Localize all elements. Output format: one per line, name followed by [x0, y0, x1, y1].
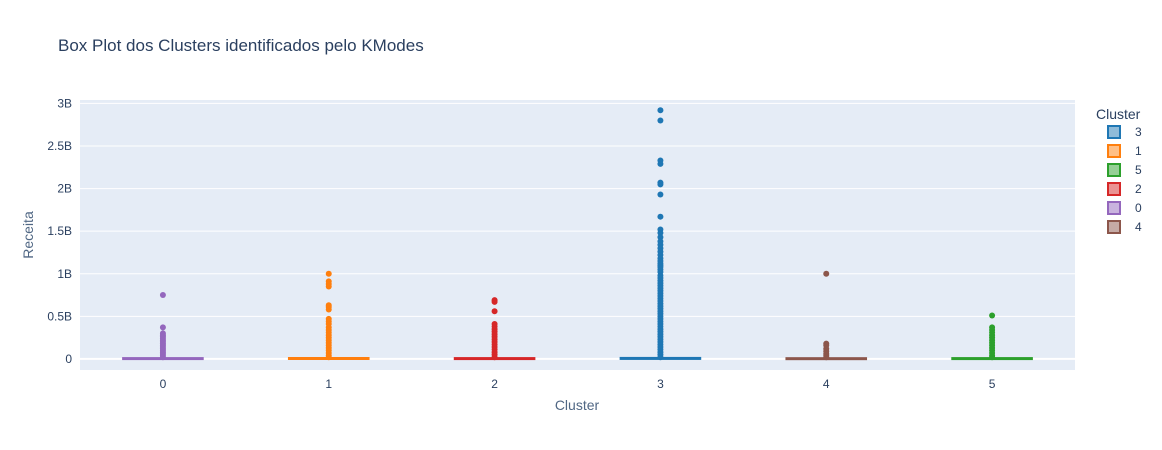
outlier-point	[657, 354, 664, 361]
legend-item-cluster-0[interactable]: 0	[1107, 201, 1142, 215]
legend-swatch	[1107, 220, 1121, 234]
x-tick-label: 2	[491, 377, 498, 391]
x-axis-title: Cluster	[555, 397, 600, 413]
grid-lines	[80, 102, 1075, 360]
outlier-point	[325, 354, 332, 361]
outlier-point	[159, 292, 166, 299]
legend-swatch	[1107, 201, 1121, 215]
x-tick-label: 3	[657, 377, 664, 391]
legend-label: 1	[1135, 144, 1142, 158]
outlier-point	[657, 181, 664, 188]
legend-title: Cluster	[1096, 106, 1141, 122]
box-traces	[122, 107, 1033, 361]
box-trace-cluster-5[interactable]	[951, 312, 1033, 361]
y-axis-ticks: 0 0.5B 1B 1.5B 2B 2.5B 3B	[47, 96, 72, 366]
x-tick-label: 4	[823, 377, 830, 391]
plot-area	[80, 100, 1075, 370]
legend-swatch	[1107, 144, 1121, 158]
y-tick-label: 2B	[57, 182, 72, 196]
outlier-point	[159, 354, 166, 361]
legend-item-cluster-1[interactable]: 1	[1107, 144, 1142, 158]
y-tick-label: 1.5B	[47, 224, 72, 238]
outlier-point	[657, 107, 664, 114]
legend-label: 3	[1135, 125, 1142, 139]
legend-label: 0	[1135, 201, 1142, 215]
legend-item-cluster-3[interactable]: 3	[1107, 125, 1142, 139]
legend-swatch	[1107, 163, 1121, 177]
legend-label: 5	[1135, 163, 1142, 177]
y-tick-label: 0	[65, 352, 72, 366]
x-tick-label: 5	[989, 377, 996, 391]
outlier-point	[657, 160, 664, 167]
outlier-point	[823, 270, 830, 277]
y-tick-label: 1B	[57, 267, 72, 281]
legend-swatch	[1107, 182, 1121, 196]
outlier-point	[491, 308, 498, 315]
outlier-point	[657, 229, 664, 236]
x-axis-ticks: 0 1 2 3 4 5	[160, 377, 996, 391]
y-axis-title: Receita	[20, 211, 36, 259]
legend[interactable]: Cluster 3 1 5 2 0 4	[1096, 106, 1142, 234]
outlier-point	[657, 117, 664, 124]
legend-label: 4	[1135, 220, 1142, 234]
chart-title: Box Plot dos Clusters identificados pelo…	[58, 36, 424, 55]
legend-swatch	[1107, 125, 1121, 139]
outlier-point	[657, 191, 664, 198]
outlier-point	[657, 234, 664, 241]
outlier-point	[989, 354, 996, 361]
outlier-point	[989, 312, 996, 319]
y-tick-label: 2.5B	[47, 139, 72, 153]
box-trace-cluster-2[interactable]	[453, 297, 536, 361]
outlier-point	[325, 283, 332, 290]
legend-item-cluster-5[interactable]: 5	[1107, 163, 1142, 177]
y-tick-label: 0.5B	[47, 309, 72, 323]
x-tick-label: 0	[160, 377, 167, 391]
outlier-point	[325, 306, 332, 313]
y-tick-label: 3B	[57, 96, 72, 110]
outlier-point	[491, 354, 498, 361]
outlier-point	[325, 270, 332, 277]
legend-item-cluster-2[interactable]: 2	[1107, 182, 1142, 196]
outlier-point	[159, 324, 166, 331]
outlier-point	[823, 354, 830, 361]
box-trace-cluster-4[interactable]	[785, 270, 868, 361]
outlier-point	[657, 213, 664, 220]
box-trace-cluster-1[interactable]	[287, 270, 370, 361]
box-trace-cluster-0[interactable]	[122, 292, 204, 361]
x-tick-label: 1	[325, 377, 332, 391]
box-trace-cluster-3[interactable]	[619, 107, 702, 361]
outlier-point	[491, 298, 498, 305]
legend-label: 2	[1135, 182, 1142, 196]
legend-item-cluster-4[interactable]: 4	[1107, 220, 1142, 234]
